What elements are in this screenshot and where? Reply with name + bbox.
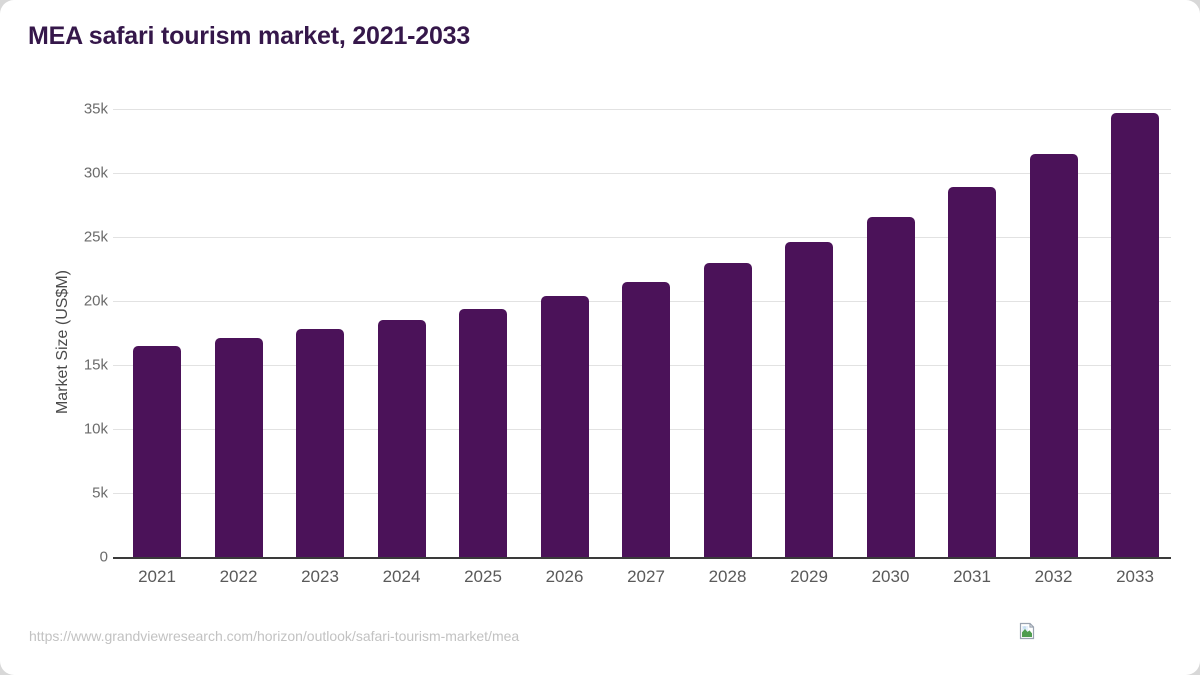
x-axis-tick-label: 2024	[382, 567, 421, 586]
bar-2033[interactable]	[1111, 112, 1159, 557]
bar-2026[interactable]	[540, 295, 589, 557]
bar-group	[279, 0, 361, 675]
bar-2029[interactable]	[785, 242, 833, 557]
bar-group	[605, 0, 687, 675]
bar-2023[interactable]	[296, 329, 344, 557]
bar-2022[interactable]	[214, 338, 263, 557]
y-axis-tick-label: 20k	[83, 292, 108, 310]
x-axis-tick-label: 2032	[1034, 567, 1073, 586]
x-axis-tick-label: 2030	[871, 567, 910, 586]
x-axis-tick-label: 2028	[708, 567, 747, 586]
x-axis-tick-label: 2029	[790, 567, 828, 586]
bar-group	[850, 0, 932, 675]
bar-2032[interactable]	[1029, 153, 1078, 557]
source-url[interactable]: https://www.grandviewresearch.com/horizo…	[29, 628, 520, 644]
gridline	[113, 237, 1171, 238]
bar-2027[interactable]	[622, 281, 670, 557]
bar-2021[interactable]	[133, 345, 181, 557]
y-axis-tick-label: 15k	[83, 356, 108, 374]
x-axis-tick-label: 2026	[545, 567, 584, 586]
gridline	[113, 109, 1171, 110]
gridline	[113, 173, 1171, 174]
y-axis-tick-label: 30k	[83, 164, 108, 182]
x-axis-tick-label: 2031	[953, 567, 991, 586]
bar-2025[interactable]	[459, 308, 507, 557]
bar-2024[interactable]	[377, 320, 426, 557]
page-title: MEA safari tourism market, 2021-2033	[28, 22, 471, 50]
y-axis-tick-label: 0	[99, 548, 108, 566]
bar-group	[1013, 0, 1095, 675]
y-axis-tick-label: 10k	[83, 420, 108, 438]
x-axis-tick-label: 2022	[219, 567, 258, 586]
x-axis-tick-label: 2025	[464, 567, 502, 586]
x-axis-line	[113, 557, 1171, 559]
x-axis-tick-label: 2021	[138, 567, 176, 586]
y-axis-tick-label: 25k	[83, 228, 108, 246]
y-axis-tick-label: 5k	[92, 484, 108, 502]
bar-group	[768, 0, 850, 675]
bar-2030[interactable]	[866, 216, 915, 557]
bar-group	[116, 0, 198, 675]
bar-group	[361, 0, 443, 675]
y-axis-tick-label: 35k	[83, 100, 108, 118]
bar-2028[interactable]	[703, 262, 752, 557]
bar-group	[198, 0, 280, 675]
bar-group	[524, 0, 606, 675]
broken-image-icon	[1019, 622, 1037, 640]
x-axis-tick-label: 2027	[627, 567, 665, 586]
bar-group	[931, 0, 1013, 675]
bar-2031[interactable]	[948, 187, 996, 557]
x-axis-tick-label: 2033	[1116, 567, 1154, 586]
x-axis-tick-label: 2023	[301, 567, 339, 586]
bar-group	[442, 0, 524, 675]
bar-group	[687, 0, 769, 675]
bar-group	[1094, 0, 1176, 675]
